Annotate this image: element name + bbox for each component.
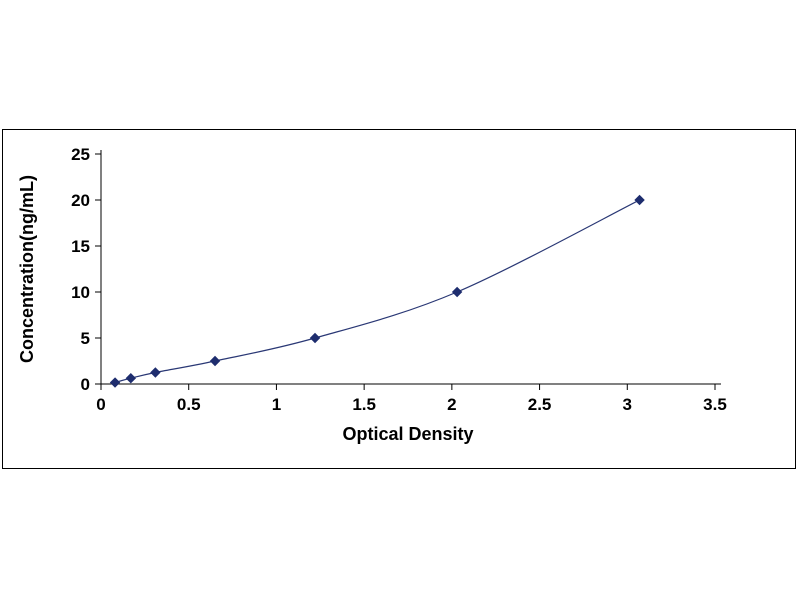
x-tick-label: 1 [272, 395, 281, 414]
data-point-marker [209, 355, 221, 367]
curve-line [114, 199, 640, 384]
data-point-marker [109, 377, 121, 388]
data-point-marker [150, 367, 161, 378]
y-tick-label: 15 [71, 237, 90, 256]
x-tick-label: 0 [96, 395, 105, 414]
x-tick-label: 1.5 [352, 395, 376, 414]
x-tick-label: 3 [623, 395, 632, 414]
data-point-marker [634, 194, 645, 206]
y-tick-label: 25 [71, 145, 90, 164]
x-tick-label: 3.5 [703, 395, 727, 414]
data-point-marker [451, 286, 463, 298]
y-tick-label: 5 [81, 329, 90, 348]
y-axis-title: Concentration(ng/mL) [17, 175, 37, 363]
x-axis-title: Optical Density [342, 424, 473, 444]
x-tick-label: 2.5 [528, 395, 552, 414]
data-point-marker [309, 332, 321, 344]
y-tick-label: 10 [71, 283, 90, 302]
x-tick-label: 2 [447, 395, 456, 414]
y-tick-label: 20 [71, 191, 90, 210]
data-point-marker [125, 372, 137, 384]
chart-frame: Concentration(ng/mL) Optical Density 0 5 1… [2, 129, 796, 469]
y-tick-label: 0 [81, 375, 90, 394]
x-tick-label: 0.5 [177, 395, 201, 414]
standard-curve-plot: Concentration(ng/mL) Optical Density 0 5 1… [17, 145, 727, 444]
plot-content: 0 5 10 15 20 25 0 0.5 1 1.5 2 2.5 3 3.5 [71, 145, 727, 414]
